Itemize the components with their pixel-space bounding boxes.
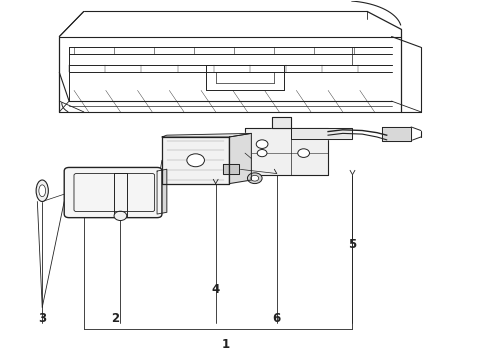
Polygon shape <box>157 169 167 214</box>
Text: 2: 2 <box>111 311 120 325</box>
Circle shape <box>251 175 259 181</box>
Circle shape <box>257 149 267 157</box>
Polygon shape <box>223 164 239 174</box>
Ellipse shape <box>39 185 46 197</box>
Polygon shape <box>292 128 352 139</box>
Polygon shape <box>114 173 127 216</box>
Text: 3: 3 <box>38 311 46 325</box>
Circle shape <box>114 211 127 221</box>
Polygon shape <box>162 134 251 137</box>
Text: 1: 1 <box>221 338 229 351</box>
Polygon shape <box>162 137 229 184</box>
Polygon shape <box>245 128 328 175</box>
Ellipse shape <box>36 180 49 202</box>
Polygon shape <box>382 127 411 140</box>
Text: 6: 6 <box>272 311 281 325</box>
Circle shape <box>187 154 204 167</box>
Circle shape <box>256 140 268 148</box>
Polygon shape <box>229 134 251 184</box>
Polygon shape <box>272 117 292 128</box>
FancyBboxPatch shape <box>64 167 162 218</box>
Circle shape <box>247 173 262 184</box>
Text: 5: 5 <box>348 238 357 251</box>
Text: 4: 4 <box>212 283 220 296</box>
Circle shape <box>298 149 310 157</box>
